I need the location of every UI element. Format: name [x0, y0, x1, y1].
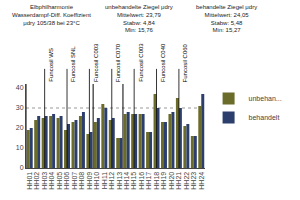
- svg-text:behandelte Ziegel μdryMittelwe: behandelte Ziegel μdryMittelwert: 24,05S…: [196, 4, 257, 33]
- svg-text:Funcosil C040: Funcosil C040: [160, 43, 166, 82]
- svg-text:HH05: HH05: [56, 172, 63, 190]
- svg-text:ElbphilharmonieWasserdampf-Dif: ElbphilharmonieWasserdampf-Diff. Koeffiz…: [12, 4, 91, 26]
- svg-text:HH13: HH13: [116, 172, 123, 190]
- svg-text:Funcosil C070: Funcosil C070: [115, 43, 121, 82]
- svg-text:unbehan...: unbehan...: [249, 95, 282, 102]
- svg-text:Funcosil SNL: Funcosil SNL: [70, 46, 76, 82]
- svg-text:HH17: HH17: [145, 172, 152, 190]
- svg-text:HH23: HH23: [190, 172, 197, 190]
- svg-text:HH07: HH07: [71, 172, 78, 190]
- svg-text:HH03: HH03: [41, 172, 48, 190]
- svg-text:HH10: HH10: [93, 172, 100, 190]
- svg-text:HH06: HH06: [63, 172, 70, 190]
- svg-text:HH19: HH19: [160, 172, 167, 190]
- svg-text:20: 20: [16, 124, 24, 131]
- svg-text:30: 30: [16, 104, 24, 111]
- svg-text:HH21: HH21: [175, 172, 182, 190]
- svg-text:40: 40: [16, 84, 24, 91]
- svg-text:HH09: HH09: [86, 172, 93, 190]
- svg-text:HH16: HH16: [138, 172, 145, 190]
- svg-text:Funcosil WS: Funcosil WS: [48, 48, 54, 82]
- svg-text:HH12: HH12: [108, 172, 115, 190]
- svg-text:HH18: HH18: [153, 172, 160, 190]
- svg-text:behandelt: behandelt: [249, 114, 280, 121]
- svg-text:Funcosil C003: Funcosil C003: [138, 43, 144, 82]
- svg-text:HH11: HH11: [101, 172, 108, 189]
- svg-text:HH04: HH04: [48, 172, 55, 190]
- svg-text:0: 0: [20, 164, 24, 171]
- svg-text:HH01: HH01: [26, 172, 33, 190]
- svg-text:HH14: HH14: [123, 172, 130, 190]
- svg-text:HH24: HH24: [198, 172, 205, 190]
- svg-text:10: 10: [16, 144, 24, 151]
- svg-text:HH20: HH20: [168, 172, 175, 190]
- svg-text:Funcosil C003: Funcosil C003: [93, 43, 99, 82]
- svg-text:Funcosil C060: Funcosil C060: [182, 43, 188, 82]
- svg-text:HH02: HH02: [33, 172, 40, 190]
- svg-text:HH22: HH22: [183, 172, 190, 190]
- svg-text:HH15: HH15: [130, 172, 137, 190]
- svg-text:HH08: HH08: [78, 172, 85, 190]
- svg-text:unbehandelte Ziegel μdryMittel: unbehandelte Ziegel μdryMittelwert: 23,7…: [105, 4, 173, 33]
